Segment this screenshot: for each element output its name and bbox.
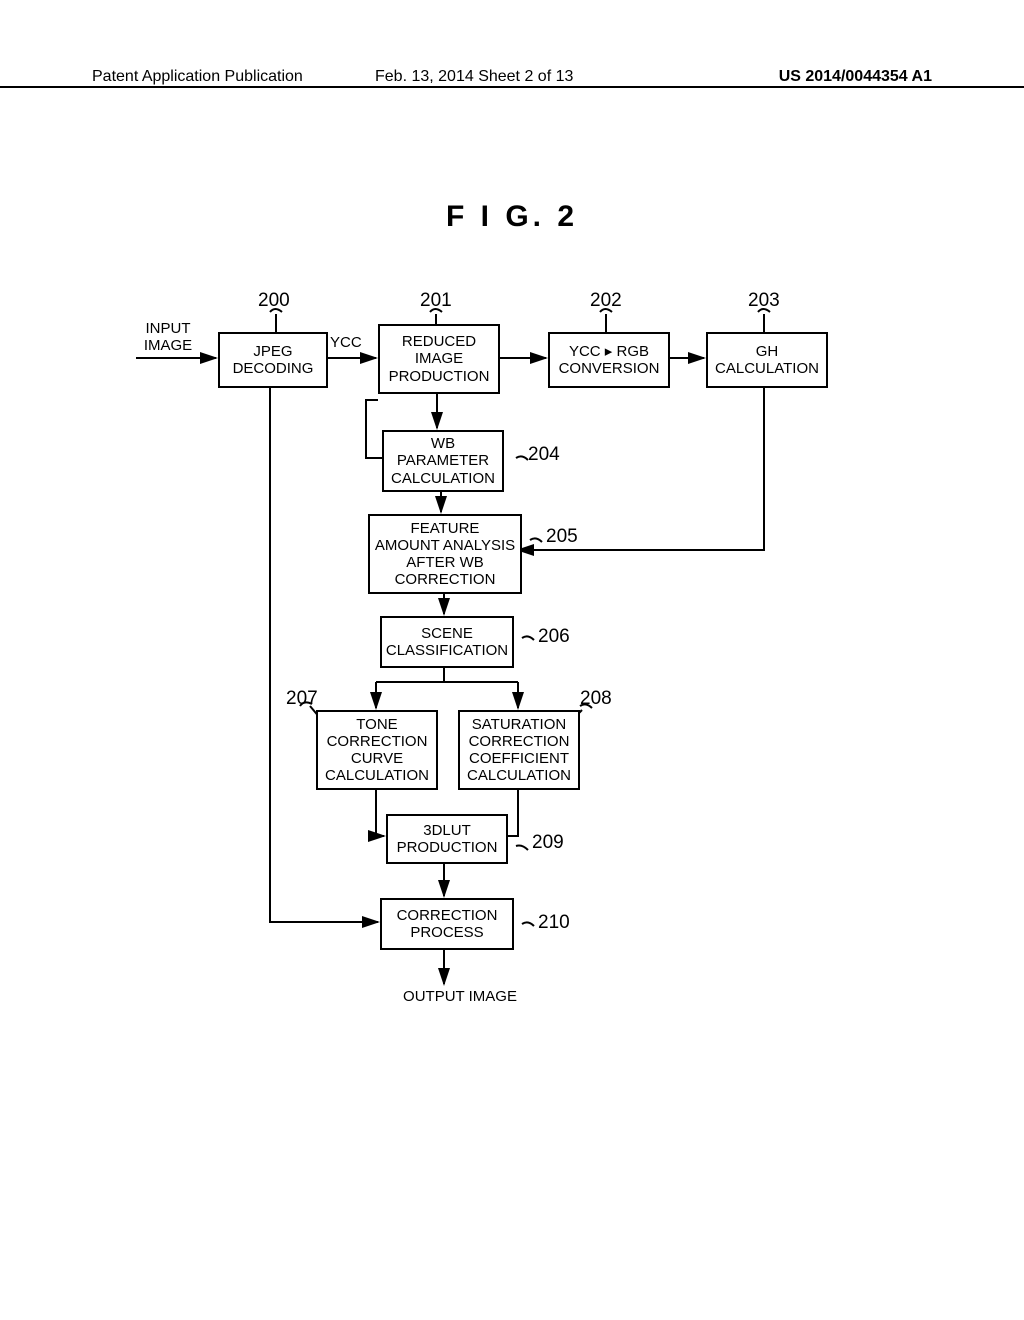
header-publication: Patent Application Publication bbox=[92, 68, 303, 86]
ycc-rgb-arrow-label: YCC ▸ RGB bbox=[569, 343, 649, 360]
box-feature-amount-analysis: FEATURE AMOUNT ANALYSIS AFTER WB CORRECT… bbox=[368, 514, 522, 594]
ref-209: 209 bbox=[532, 832, 564, 854]
box-jpeg-decoding: JPEG DECODING bbox=[218, 332, 328, 388]
ref-201: 201 bbox=[420, 290, 452, 312]
figure-title: F I G. 2 bbox=[0, 200, 1024, 234]
box-ycc-rgb-conversion: YCC ▸ RGB CONVERSION bbox=[548, 332, 670, 388]
ref-203: 203 bbox=[748, 290, 780, 312]
box-3dlut-production: 3DLUT PRODUCTION bbox=[386, 814, 508, 864]
box-reduced-image-production: REDUCED IMAGE PRODUCTION bbox=[378, 324, 500, 394]
box-wb-parameter-calculation: WB PARAMETER CALCULATION bbox=[382, 430, 504, 492]
ref-206: 206 bbox=[538, 626, 570, 648]
flow-diagram: INPUT IMAGE YCC OUTPUT IMAGE JPEG DECODI… bbox=[120, 290, 904, 1250]
box-tone-correction-curve: TONE CORRECTION CURVE CALCULATION bbox=[316, 710, 438, 790]
page: Patent Application Publication Feb. 13, … bbox=[0, 0, 1024, 1320]
ref-202: 202 bbox=[590, 290, 622, 312]
box-scene-classification: SCENE CLASSIFICATION bbox=[380, 616, 514, 668]
page-header-rule: Patent Application Publication Feb. 13, … bbox=[0, 86, 1024, 88]
box-saturation-correction-coef: SATURATION CORRECTION COEFFICIENT CALCUL… bbox=[458, 710, 580, 790]
ref-210: 210 bbox=[538, 912, 570, 934]
ref-204: 204 bbox=[528, 444, 560, 466]
box-correction-process: CORRECTION PROCESS bbox=[380, 898, 514, 950]
header-sheet: Feb. 13, 2014 Sheet 2 of 13 bbox=[375, 68, 573, 86]
box-gh-calculation: GH CALCULATION bbox=[706, 332, 828, 388]
input-image-label: INPUT IMAGE bbox=[138, 320, 198, 355]
header-docnum: US 2014/0044354 A1 bbox=[779, 68, 932, 86]
output-image-label: OUTPUT IMAGE bbox=[400, 988, 520, 1005]
ycc-label: YCC bbox=[330, 334, 362, 351]
ref-200: 200 bbox=[258, 290, 290, 312]
ref-208: 208 bbox=[580, 688, 612, 710]
ref-205: 205 bbox=[546, 526, 578, 548]
ref-207: 207 bbox=[286, 688, 318, 710]
